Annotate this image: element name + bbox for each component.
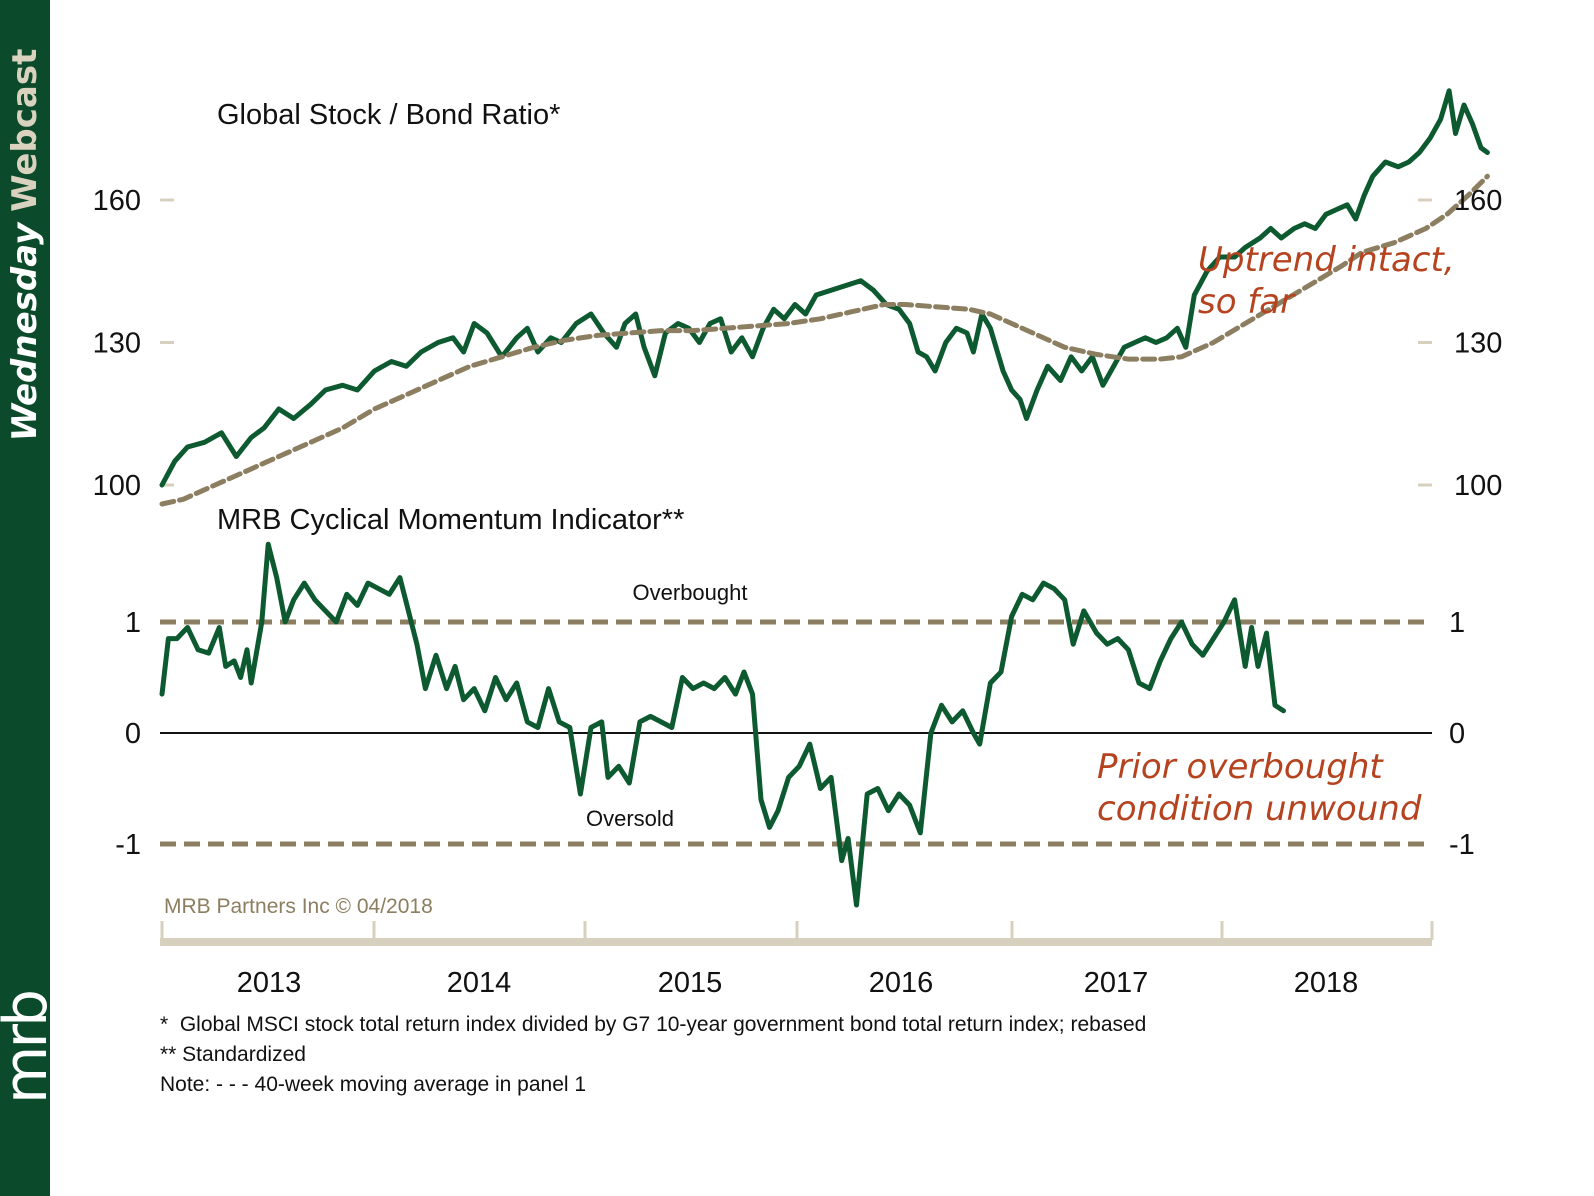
top-panel-title: Global Stock / Bond Ratio* xyxy=(217,99,560,131)
footnotes: * Global MSCI stock total return index d… xyxy=(160,1010,1146,1100)
momentum-indicator-line xyxy=(159,541,1286,908)
footnote-1: * Global MSCI stock total return index d… xyxy=(160,1013,1147,1036)
bottom-right-tick-label: 1 xyxy=(1449,607,1465,639)
oversold-label: Oversold xyxy=(586,806,674,831)
top-left-tick-label: 160 xyxy=(93,185,141,217)
top-left-tick-label: 130 xyxy=(93,328,141,360)
bottom-right-tick-label: 0 xyxy=(1449,718,1465,750)
sidebar: Wednesday Webcast mrb xyxy=(0,0,61,1196)
top-right-tick-label: 130 xyxy=(1454,328,1502,360)
bottom-left-tick-label: 0 xyxy=(125,718,141,750)
stock-bond-ratio-line xyxy=(159,88,1490,488)
footnote-2: ** Standardized xyxy=(160,1043,306,1066)
x-axis-year-label: 2015 xyxy=(658,967,723,999)
moving-average-line xyxy=(159,173,1490,507)
bottom-right-tick-label: -1 xyxy=(1449,829,1475,861)
x-axis-bar xyxy=(160,938,1432,946)
top-annotation-line: so far xyxy=(1198,282,1296,322)
top-right-tick-label: 100 xyxy=(1454,470,1502,502)
bottom-left-tick-label: 1 xyxy=(125,607,141,639)
copyright: MRB Partners Inc © 04/2018 xyxy=(164,895,433,918)
bottom-left-tick-label: -1 xyxy=(115,829,141,861)
x-axis-year-label: 2018 xyxy=(1294,967,1359,999)
top-left-tick-label: 100 xyxy=(93,470,141,502)
bottom-annotation-line: Prior overbought xyxy=(1097,747,1384,787)
footnote-3: Note: - - - 40-week moving average in pa… xyxy=(160,1073,587,1096)
x-axis-year-label: 2017 xyxy=(1084,967,1149,999)
top-annotation-line: Uptrend intact, xyxy=(1198,240,1455,280)
x-axis-year-label: 2013 xyxy=(237,967,302,999)
x-axis-year-label: 2014 xyxy=(447,967,512,999)
bottom-annotation-line: condition unwound xyxy=(1097,789,1422,829)
overbought-label: Overbought xyxy=(633,580,748,605)
bottom-panel-title: MRB Cyclical Momentum Indicator** xyxy=(217,504,684,536)
x-axis-year-label: 2016 xyxy=(869,967,934,999)
top-right-tick-label: 160 xyxy=(1454,185,1502,217)
